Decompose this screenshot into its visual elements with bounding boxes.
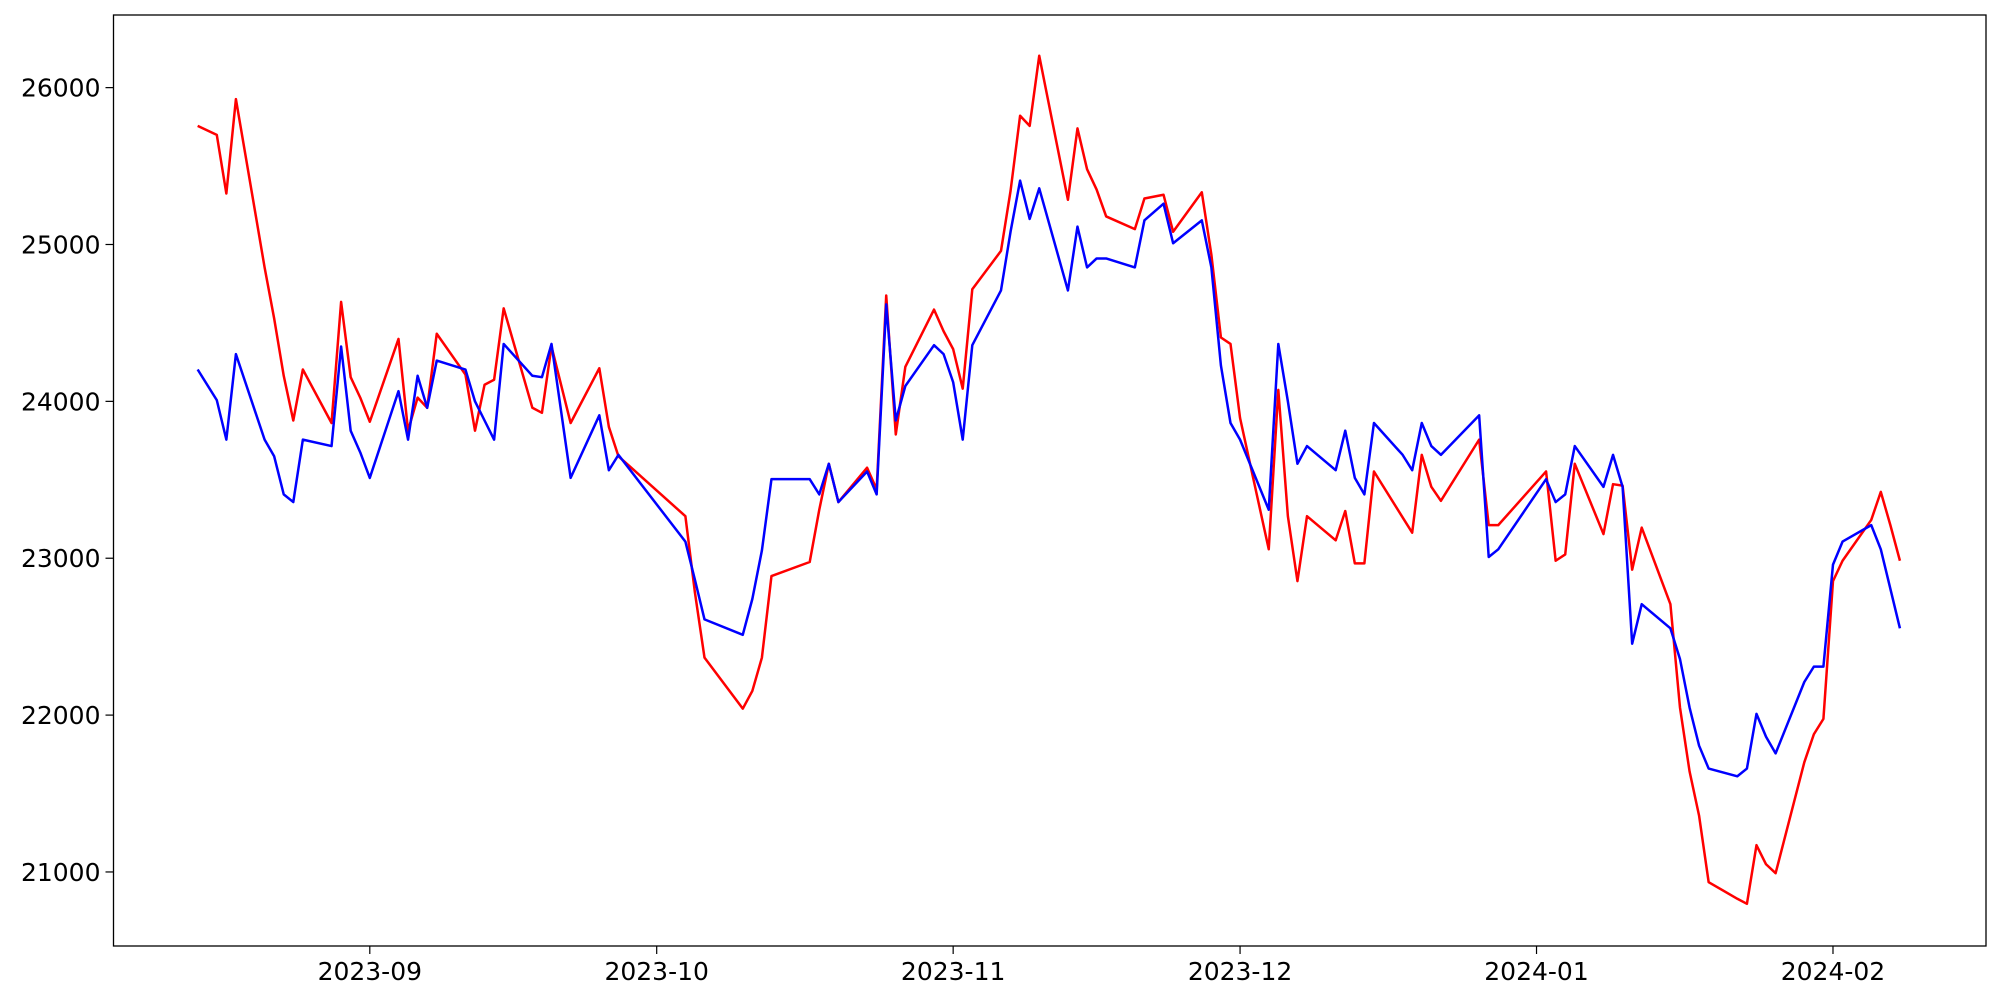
y-tick-label: 21000 [21, 858, 101, 887]
plot-frame [112, 14, 1987, 947]
x-tick-label: 2023-10 [604, 957, 708, 986]
y-tick-label: 23000 [21, 544, 101, 573]
series-line [197, 54, 1902, 906]
x-tick-label: 2024-01 [1484, 957, 1588, 986]
y-tick-label: 25000 [21, 230, 101, 259]
x-tick-label: 2024-02 [1781, 957, 1885, 986]
x-tick-label: 2023-09 [318, 957, 422, 986]
x-tick-label: 2023-11 [901, 957, 1005, 986]
x-tick-label: 2023-12 [1188, 957, 1292, 986]
y-tick-label: 26000 [21, 74, 101, 103]
y-tick-label: 22000 [21, 701, 101, 730]
y-tick-label: 24000 [21, 387, 101, 416]
series-line [196, 179, 1902, 778]
